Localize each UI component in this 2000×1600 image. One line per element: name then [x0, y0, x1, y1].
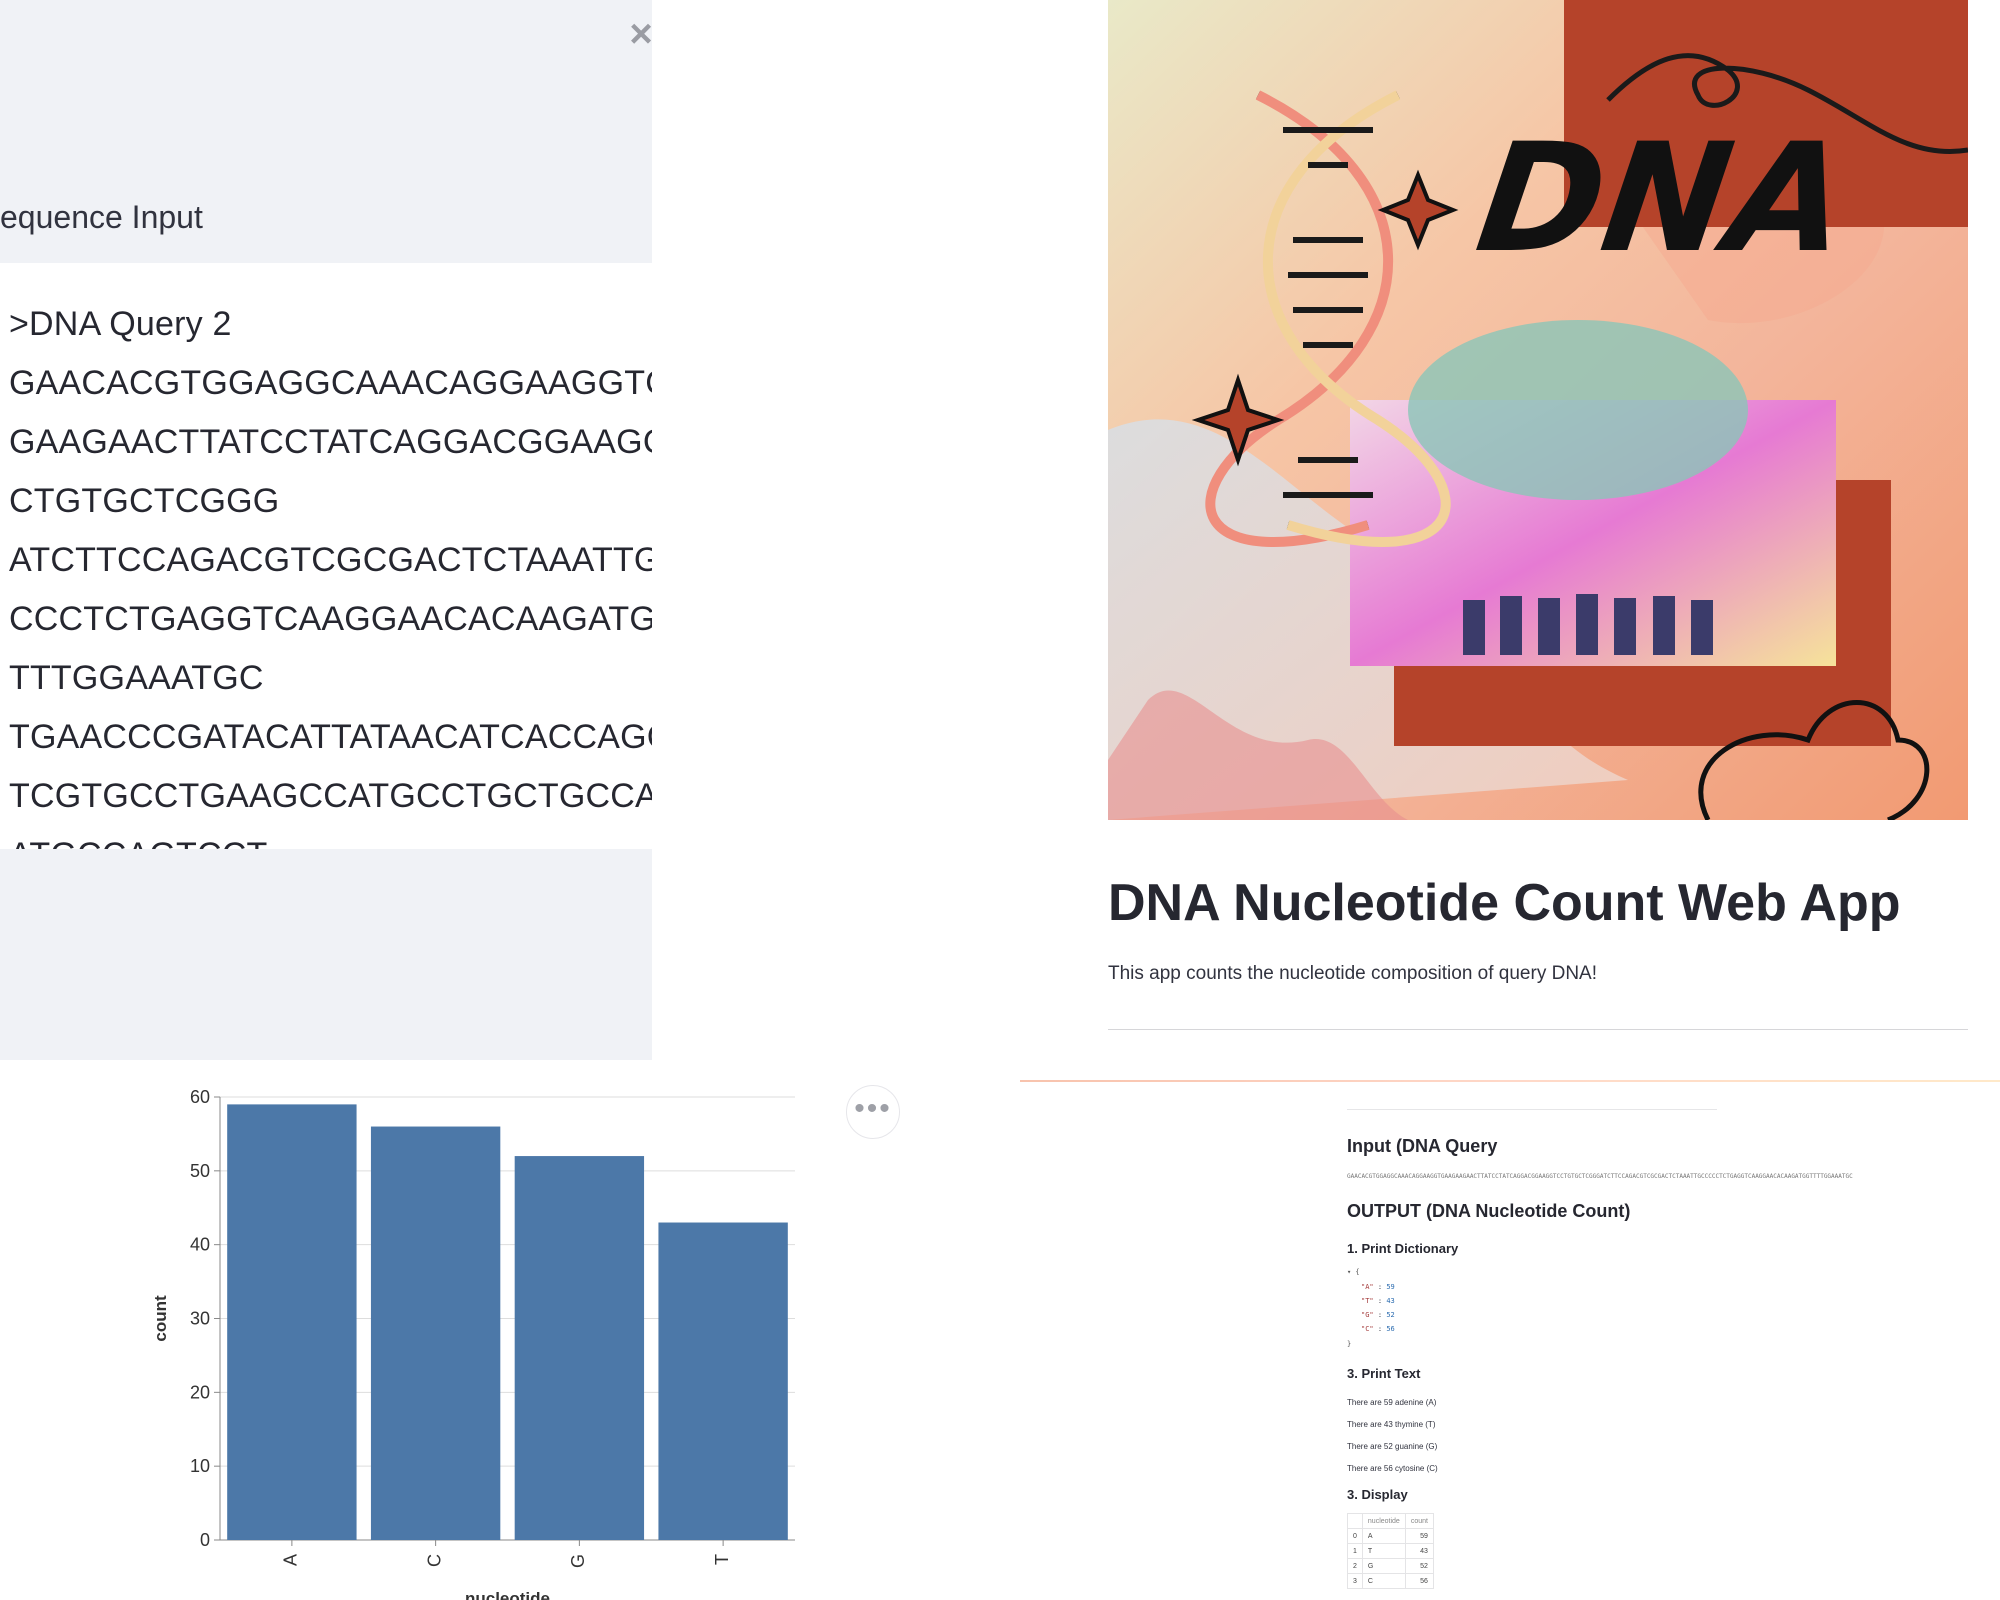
- x-tick-label: T: [712, 1554, 732, 1565]
- table-row: 1 T 43: [1347, 1543, 1434, 1559]
- table-cell: 3: [1347, 1573, 1363, 1589]
- nucleotide-table: nucleotide count 0 A 59 1 T 43 2 G 52 3 C 56: [1347, 1513, 1434, 1589]
- x-axis-label: nucleotide: [465, 1589, 550, 1600]
- divider: [1347, 1109, 1717, 1110]
- banner-dna-text: DNA: [1468, 111, 1859, 286]
- print-text-line: There are 59 adenine (A): [1347, 1398, 1437, 1407]
- sequence-line: GAAGAACTTATCCTATCAGGACGGAAGGTC: [9, 423, 652, 461]
- table-row: 2 G 52: [1347, 1558, 1434, 1574]
- json-key: "C": [1361, 1325, 1374, 1333]
- print-text-line: There are 56 cytosine (C): [1347, 1464, 1438, 1473]
- sequence-line: TTTGGAAATGC: [9, 659, 264, 697]
- y-tick-label: 30: [190, 1309, 210, 1329]
- input-heading: Input (DNA Query: [1347, 1136, 1498, 1156]
- json-key: "T": [1361, 1297, 1374, 1305]
- sequence-line: CTGTGCTCGGG: [9, 482, 280, 520]
- chart-menu-button[interactable]: •••: [846, 1085, 900, 1139]
- table-row: 3 C 56: [1347, 1573, 1434, 1589]
- json-value: 43: [1386, 1297, 1395, 1305]
- json-value: 59: [1386, 1283, 1395, 1291]
- table-cell: 1: [1347, 1543, 1363, 1559]
- sequence-line: ATCTTCCAGACGTCGCGACTCTAAATTGCC: [9, 541, 652, 579]
- more-icon: •••: [854, 1092, 892, 1125]
- display-heading: 3. Display: [1347, 1487, 1408, 1502]
- sidebar-footer: [0, 849, 652, 1060]
- sidebar-header: × equence Input: [0, 0, 653, 263]
- output-heading: OUTPUT (DNA Nucleotide Count): [1347, 1201, 1631, 1221]
- output-panel: Input (DNA Query GAACACGTGGAGGCAAACAGGAA…: [1347, 1108, 2000, 1600]
- json-open-toggle[interactable]: ▾ {: [1347, 1268, 1360, 1276]
- json-entry: "G" : 52: [1361, 1311, 1395, 1319]
- json-key: "G": [1361, 1311, 1374, 1319]
- x-tick-label: A: [281, 1554, 301, 1566]
- sequence-line: ATGCCAGTCCT: [9, 826, 652, 849]
- divider: [1108, 1029, 1968, 1030]
- json-value: 52: [1386, 1311, 1395, 1319]
- table-row: 0 A 59: [1347, 1528, 1434, 1544]
- banner-illustration: DNA: [1108, 0, 1968, 820]
- x-tick-label: G: [568, 1554, 588, 1568]
- table-cell: 52: [1404, 1558, 1434, 1574]
- json-entry: "C" : 56: [1361, 1325, 1395, 1333]
- json-entry: "A" : 59: [1361, 1283, 1395, 1291]
- json-close: }: [1347, 1340, 1352, 1348]
- json-entry: "T" : 43: [1361, 1297, 1395, 1305]
- table-cell: T: [1361, 1543, 1406, 1559]
- page-title: DNA Nucleotide Count Web App: [1108, 874, 1901, 932]
- sequence-line: GAACACGTGGAGGCAAACAGGAAGGTGAA: [9, 364, 652, 402]
- dna-banner-image: DNA: [1108, 0, 1968, 820]
- sequence-input-textarea[interactable]: >DNA Query 2 GAACACGTGGAGGCAAACAGGAAGGTGA…: [0, 263, 652, 849]
- print-text-heading: 3. Print Text: [1347, 1366, 1421, 1381]
- json-value: 56: [1386, 1325, 1395, 1333]
- json-separator: :: [1373, 1311, 1387, 1319]
- dictionary-heading: 1. Print Dictionary: [1347, 1241, 1459, 1256]
- y-tick-label: 40: [190, 1235, 210, 1255]
- json-key: "A": [1361, 1283, 1374, 1291]
- y-tick-label: 10: [190, 1456, 210, 1476]
- page-subtitle: This app counts the nucleotide compositi…: [1108, 963, 1597, 984]
- table-cell: 56: [1404, 1573, 1434, 1589]
- table-cell: A: [1361, 1528, 1406, 1544]
- table-header-cell: count: [1404, 1513, 1434, 1529]
- json-separator: :: [1373, 1297, 1387, 1305]
- close-sidebar-button[interactable]: ×: [624, 14, 658, 54]
- y-tick-label: 0: [200, 1530, 210, 1550]
- table-cell: G: [1361, 1558, 1406, 1574]
- close-icon: ×: [629, 12, 653, 56]
- sequence-line: >DNA Query 2: [9, 305, 232, 343]
- table-cell: 0: [1347, 1528, 1363, 1544]
- json-separator: :: [1373, 1325, 1387, 1333]
- table-header-cell: nucleotide: [1361, 1513, 1406, 1529]
- y-tick-label: 20: [190, 1382, 210, 1402]
- table-cell: 43: [1404, 1543, 1434, 1559]
- bar: [658, 1222, 788, 1540]
- bar: [370, 1126, 501, 1540]
- sequence-input-label: equence Input: [0, 199, 203, 235]
- table-cell: C: [1361, 1573, 1406, 1589]
- y-tick-label: 60: [190, 1087, 210, 1107]
- x-tick-label: C: [424, 1554, 444, 1567]
- table-cell: 2: [1347, 1558, 1363, 1574]
- print-text-line: There are 52 guanine (G): [1347, 1442, 1438, 1451]
- y-axis-label: count: [151, 1295, 170, 1342]
- table-cell: 59: [1404, 1528, 1434, 1544]
- sequence-text: >DNA Query 2 GAACACGTGGAGGCAAACAGGAAGGTGA…: [9, 295, 652, 849]
- bar: [514, 1156, 645, 1540]
- input-sequence-text: GAACACGTGGAGGCAAACAGGAAGGTGAAGAAGAACTTAT…: [1347, 1173, 1853, 1180]
- print-text-line: There are 43 thymine (T): [1347, 1420, 1436, 1429]
- json-separator: :: [1373, 1283, 1387, 1291]
- sequence-line: CCCTCTGAGGTCAAGGAACACAAGATGGT: [9, 600, 652, 638]
- accent-divider: [1020, 1080, 2000, 1082]
- y-tick-label: 50: [190, 1161, 210, 1181]
- bar: [227, 1104, 357, 1540]
- table-header-cell: [1347, 1513, 1363, 1529]
- sequence-line: TCGTGCCTGAAGCCATGCCTGCTGCCACC: [9, 777, 652, 815]
- sequence-line: TGAACCCGATACATTATAACATCACCAGCA: [9, 718, 652, 756]
